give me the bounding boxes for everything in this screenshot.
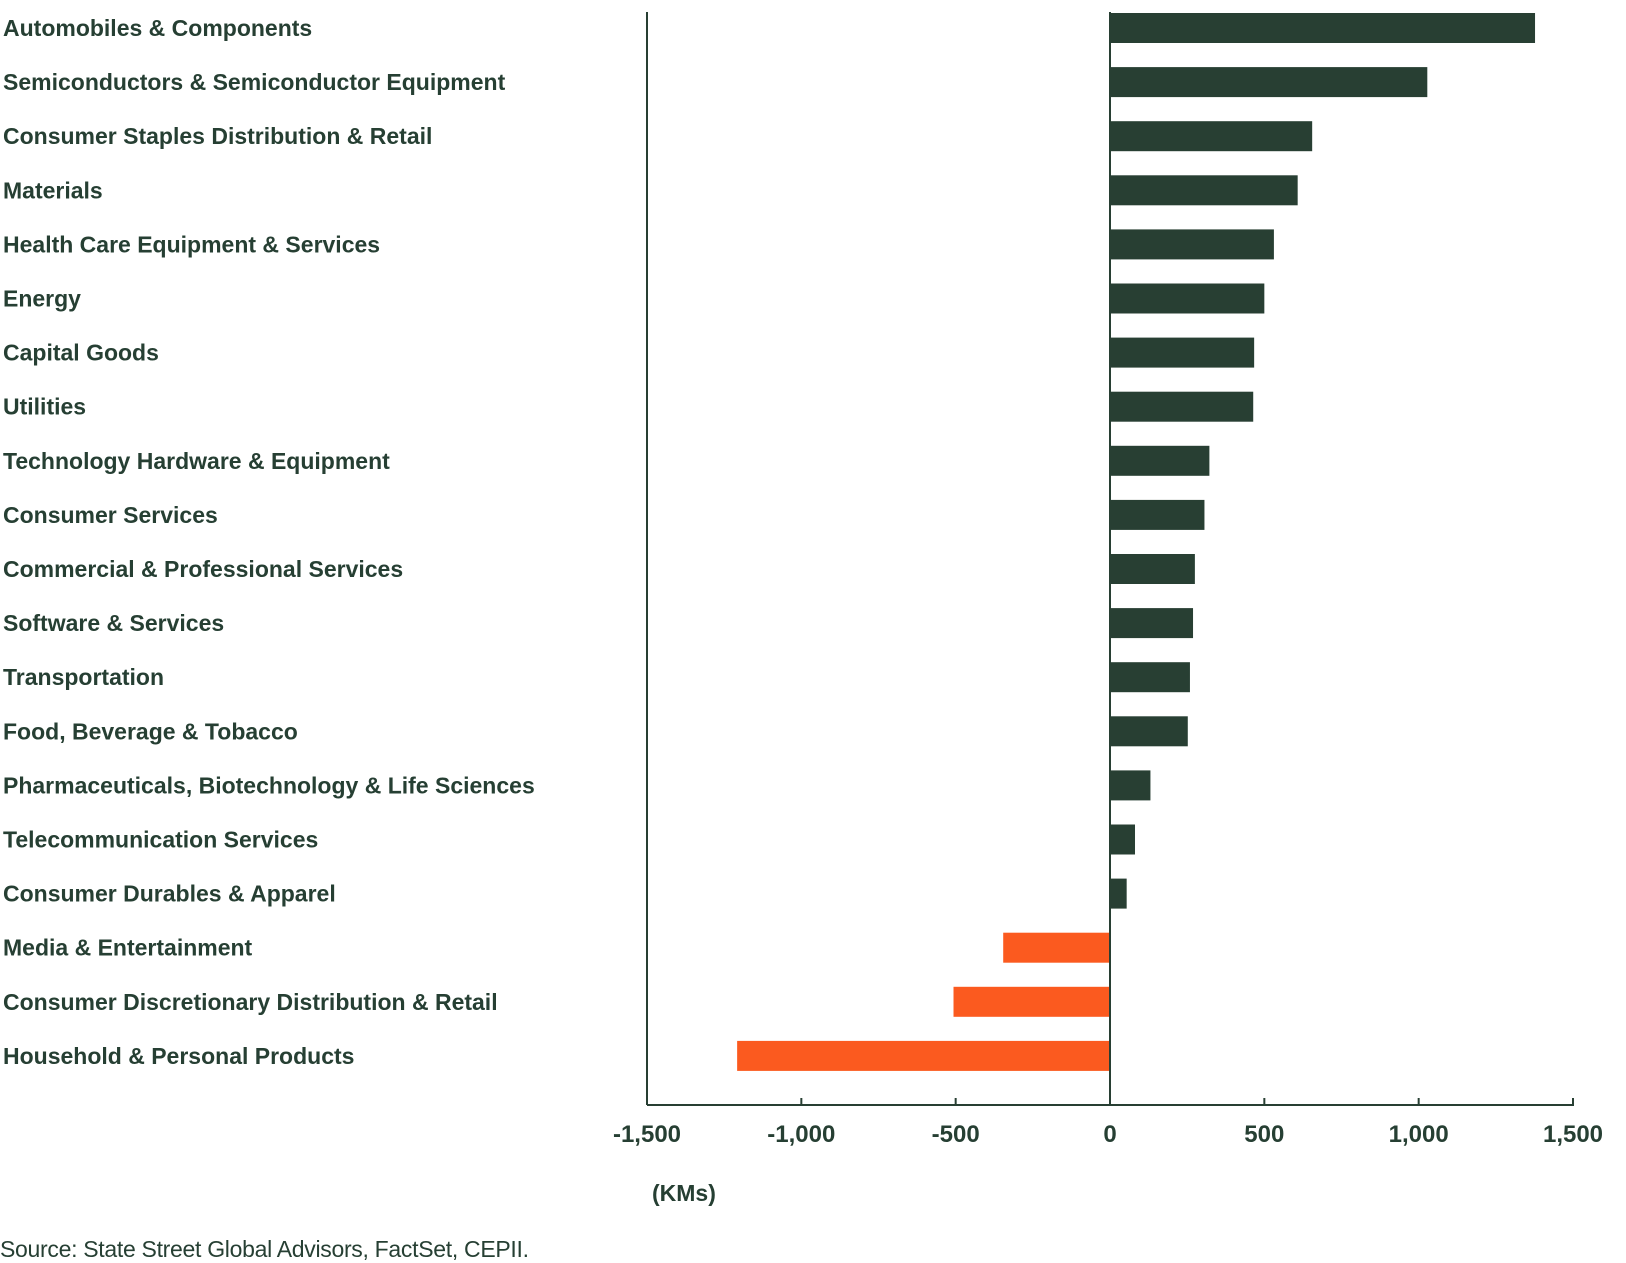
x-tick-label: 0 [1103,1121,1116,1148]
category-label: Telecommunication Services [3,827,318,853]
category-label: Semiconductors & Semiconductor Equipment [3,69,506,95]
bar [1110,716,1188,747]
bar [1110,337,1255,368]
bar [1110,824,1136,855]
bar [1110,121,1313,152]
bar [1110,283,1265,314]
bar [1110,662,1190,693]
category-label: Technology Hardware & Equipment [3,448,390,474]
x-tick-label: -1,000 [767,1121,835,1148]
category-label: Capital Goods [3,340,159,366]
x-tick-label: -1,500 [613,1121,681,1148]
bar [953,986,1110,1017]
bar [1110,13,1536,43]
x-axis-title: (KMs) [652,1180,716,1206]
bar [737,1040,1110,1071]
category-label: Energy [3,286,81,312]
x-tick-label: 500 [1244,1121,1284,1148]
bar [1110,229,1274,260]
bar [1110,608,1194,639]
category-label: Consumer Services [3,502,218,528]
bar [1110,554,1195,584]
source-note: Source: State Street Global Advisors, Fa… [0,1236,529,1262]
bar [1110,770,1151,801]
category-label: Household & Personal Products [3,1043,354,1069]
x-ticks: -1,500 -1,000 -500 0 500 1,000 1,500 [613,1098,1603,1148]
category-label: Pharmaceuticals, Biotechnology & Life Sc… [3,772,535,798]
category-label: Media & Entertainment [3,935,253,961]
category-label: Consumer Discretionary Distribution & Re… [3,989,498,1015]
category-label: Food, Beverage & Tobacco [3,718,298,744]
axes [646,12,1574,1106]
bar [1110,878,1127,909]
category-label: Commercial & Professional Services [3,556,403,582]
bar [1110,175,1298,206]
bars [737,13,1536,1071]
category-label: Transportation [3,664,164,690]
category-label: Consumer Staples Distribution & Retail [3,123,432,149]
x-tick-label: 1,000 [1389,1121,1449,1148]
x-tick-label: -500 [932,1121,980,1148]
category-label: Health Care Equipment & Services [3,231,380,257]
category-label: Materials [3,177,103,203]
category-label: Automobiles & Components [3,15,312,41]
category-label: Software & Services [3,610,224,636]
bar [1110,67,1428,98]
x-tick-label: 1,500 [1543,1121,1603,1148]
bar [1003,932,1110,963]
bar [1110,499,1205,530]
bar [1110,391,1254,422]
category-labels: Automobiles & Components Semiconductors &… [3,15,535,1069]
category-label: Consumer Durables & Apparel [3,881,336,907]
category-label: Utilities [3,394,86,420]
bar [1110,445,1210,476]
